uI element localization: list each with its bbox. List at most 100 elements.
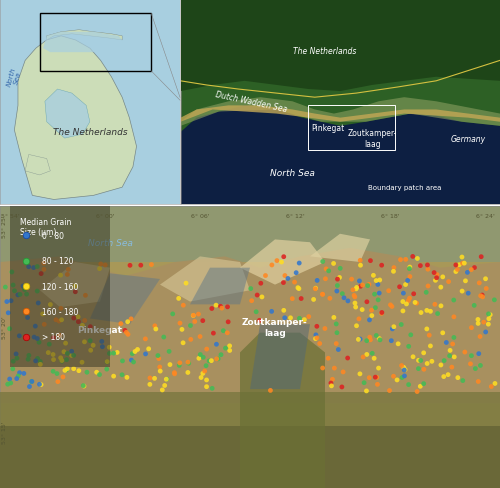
Point	[375, 335, 383, 343]
Point	[476, 362, 484, 369]
Text: North
Sea: North Sea	[6, 66, 23, 89]
Point	[37, 381, 45, 389]
Point	[446, 352, 454, 360]
Point	[468, 266, 475, 274]
Point	[324, 355, 332, 363]
Point	[375, 289, 383, 297]
Text: 6° 00': 6° 00'	[96, 213, 114, 218]
Point	[333, 329, 341, 337]
Point	[208, 305, 216, 313]
Point	[338, 290, 346, 298]
Point	[202, 376, 210, 384]
Point	[407, 331, 415, 339]
Point	[386, 387, 394, 395]
Point	[459, 377, 467, 385]
Text: North Sea: North Sea	[270, 169, 315, 178]
Point	[374, 296, 382, 304]
Point	[10, 358, 18, 366]
Point	[199, 354, 207, 362]
Point	[151, 322, 159, 330]
Point	[399, 298, 407, 306]
Point	[273, 257, 281, 265]
Point	[485, 315, 493, 323]
Point	[190, 312, 198, 320]
Point	[224, 303, 232, 311]
Point	[356, 257, 364, 264]
Point	[52, 316, 60, 324]
Point	[146, 381, 154, 388]
Point	[321, 325, 329, 333]
Point	[404, 297, 412, 305]
Point	[268, 308, 276, 316]
Point	[363, 298, 371, 306]
Point	[295, 285, 303, 293]
Text: > 180: > 180	[42, 333, 66, 342]
Point	[103, 366, 111, 373]
Point	[480, 319, 488, 326]
Point	[402, 256, 409, 264]
Point	[253, 291, 261, 299]
Point	[212, 302, 220, 309]
Point	[468, 324, 475, 332]
Point	[32, 357, 40, 365]
Point	[474, 316, 482, 324]
Point	[281, 272, 289, 280]
Point	[82, 292, 90, 300]
Point	[348, 276, 356, 284]
Point	[478, 291, 486, 299]
Point	[332, 321, 340, 328]
Point	[6, 325, 14, 333]
Point	[340, 294, 348, 302]
Point	[352, 322, 360, 330]
Point	[404, 343, 412, 350]
Point	[252, 308, 260, 316]
Point	[312, 335, 320, 343]
Point	[318, 365, 326, 372]
Point	[127, 315, 135, 323]
Bar	[0, 392, 500, 426]
Point	[338, 383, 346, 391]
Point	[150, 375, 158, 383]
Point	[420, 380, 428, 388]
Point	[458, 254, 466, 262]
Point	[464, 269, 471, 277]
Polygon shape	[0, 248, 500, 404]
Polygon shape	[160, 257, 250, 302]
Point	[103, 358, 111, 366]
Point	[318, 291, 326, 299]
Point	[476, 292, 484, 300]
Point	[55, 318, 63, 325]
Point	[300, 316, 308, 324]
Polygon shape	[46, 31, 122, 41]
Point	[68, 348, 76, 356]
Point	[214, 355, 222, 363]
Point	[318, 258, 326, 266]
Point	[96, 371, 104, 379]
Point	[156, 367, 164, 375]
Point	[262, 272, 270, 280]
Point	[360, 379, 368, 387]
Point	[410, 290, 418, 298]
Point	[184, 359, 192, 366]
Point	[117, 320, 125, 328]
Point	[16, 369, 24, 377]
Point	[202, 362, 210, 370]
Polygon shape	[43, 33, 122, 53]
Text: Zoutkamper-
laag: Zoutkamper- laag	[348, 129, 397, 148]
Polygon shape	[14, 37, 136, 200]
Point	[22, 232, 30, 240]
Point	[121, 327, 129, 335]
Point	[455, 261, 463, 269]
Point	[412, 300, 420, 307]
Point	[74, 318, 82, 326]
Point	[105, 344, 113, 351]
Point	[22, 291, 30, 299]
Point	[166, 361, 174, 369]
Point	[446, 347, 454, 355]
Bar	[40, 14, 151, 71]
Point	[390, 268, 398, 276]
Point	[170, 369, 178, 377]
Point	[423, 360, 431, 367]
Point	[44, 349, 52, 357]
Point	[9, 365, 17, 373]
